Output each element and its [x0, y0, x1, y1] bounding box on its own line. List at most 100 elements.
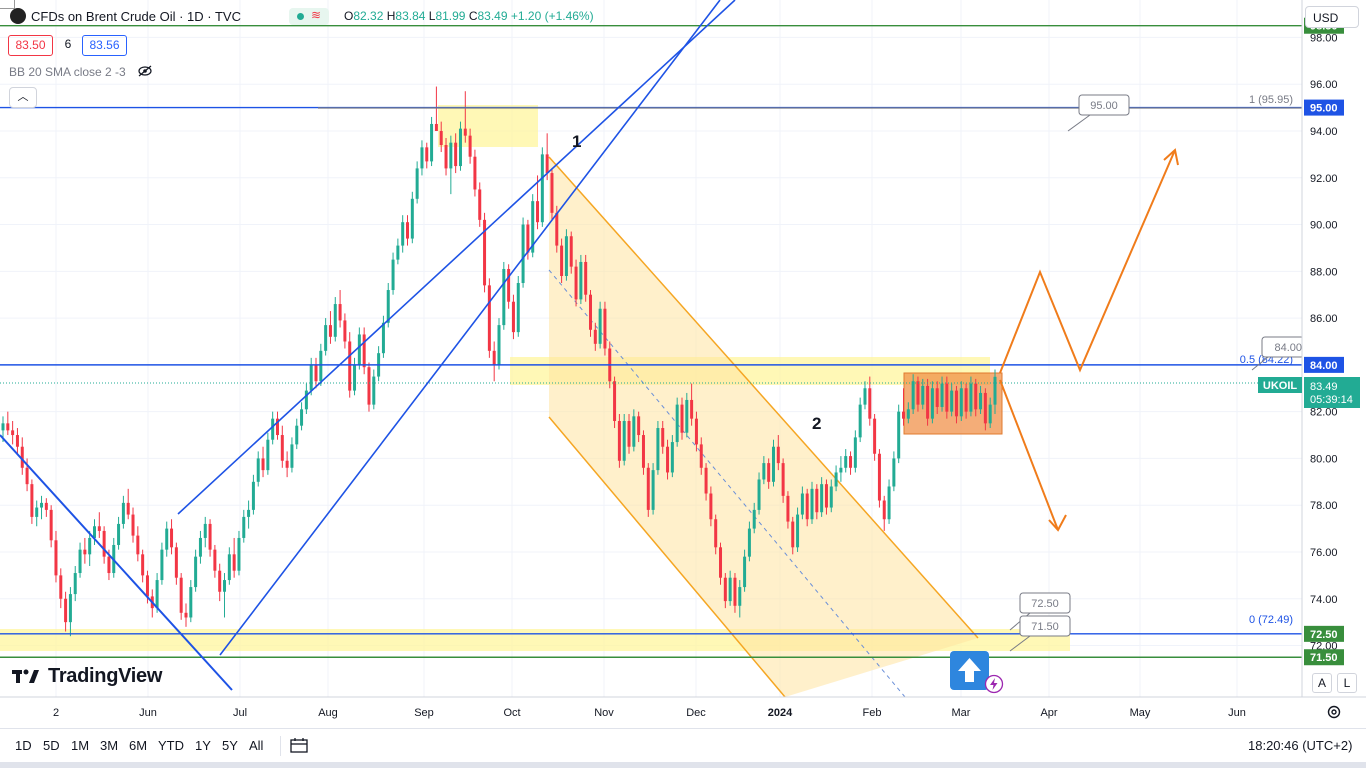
fib-label-1: 1 (95.95) [1249, 94, 1293, 106]
timeframe-5d[interactable]: 5D [43, 738, 60, 753]
candle-body [131, 514, 135, 536]
candle-body [574, 266, 578, 300]
candle-body [680, 404, 684, 433]
y-tick-label: 92.00 [1310, 173, 1338, 185]
candle-body [232, 554, 236, 571]
log-scale-button[interactable]: L [1337, 673, 1357, 693]
symbol-logo-icon[interactable] [10, 8, 26, 24]
candle-body [815, 488, 819, 513]
candle-body [796, 514, 800, 548]
x-tick-label: Apr [1040, 707, 1057, 719]
candle-body [261, 458, 265, 471]
candle-body [410, 198, 414, 239]
y-tick-label: 76.00 [1310, 547, 1338, 559]
bearish-projection [999, 379, 1059, 531]
timeframe-ytd[interactable]: YTD [158, 738, 184, 753]
candle-body [521, 224, 525, 284]
candle-body [993, 376, 997, 405]
candle-body [882, 500, 886, 520]
low-value: 81.99 [435, 9, 466, 23]
x-tick-label: Nov [594, 707, 614, 719]
candle-body [208, 523, 212, 550]
candle-body [603, 308, 607, 349]
candle-body [285, 460, 289, 468]
open-label: O [344, 9, 354, 23]
eye-hidden-icon[interactable] [138, 65, 152, 77]
buy-button[interactable]: 83.56 [82, 35, 127, 56]
candle-body [906, 409, 910, 419]
timeframe-5y[interactable]: 5Y [222, 738, 238, 753]
candle-body [295, 425, 299, 445]
candle-body [858, 404, 862, 438]
currency-selector[interactable]: USD [1305, 6, 1359, 28]
candle-body [454, 142, 458, 167]
callout-715-text: 71.50 [1031, 621, 1059, 633]
timeframe-3m[interactable]: 3M [100, 738, 119, 753]
timeframe-1d[interactable]: 1D [15, 738, 32, 753]
price-label-bg [1304, 649, 1344, 666]
calendar-icon[interactable] [290, 737, 308, 753]
candle-body [227, 554, 231, 581]
timeframe-1m[interactable]: 1M [71, 738, 90, 753]
candle-body [983, 392, 987, 424]
candle-body [223, 580, 227, 592]
spread-value: 6 [64, 37, 72, 51]
auto-scale-button[interactable]: A [1312, 673, 1332, 693]
candle-body [911, 381, 915, 410]
candle-body [396, 245, 400, 260]
candle-body [979, 392, 983, 410]
candle-body [97, 526, 101, 531]
candle-body [449, 142, 453, 169]
symbol-badge-text: UKOIL [1263, 380, 1298, 392]
chart-header: CFDs on Brent Crude Oil · 1D · TVC ≋ O82… [0, 0, 1300, 30]
timeframe-all[interactable]: All [249, 738, 264, 753]
candle-body [588, 294, 592, 330]
candle-body [319, 350, 323, 382]
candle-body [256, 458, 260, 482]
price-label: 71.50 [1310, 652, 1338, 664]
scroll-up-button[interactable] [950, 651, 989, 690]
clock-display[interactable]: 18:20:46 (UTC+2) [1248, 738, 1353, 753]
indicator-legend[interactable]: BB 20 SMA close 2 -3 [9, 65, 126, 79]
candle-body [877, 453, 881, 501]
candle-body [560, 245, 564, 276]
candle-body [969, 383, 973, 412]
fib-label-0: 0 (72.49) [1249, 614, 1293, 626]
bottom-strip [0, 762, 1366, 768]
collapse-legend-button[interactable]: ︿ [9, 87, 37, 108]
candle-body [666, 446, 670, 473]
x-tick-label: Jul [233, 707, 247, 719]
low-label: L [428, 9, 436, 23]
candle-body [959, 388, 963, 417]
candle-body [945, 383, 949, 412]
candle-body [309, 364, 313, 391]
candle-body [651, 470, 655, 510]
candle-body [685, 399, 689, 433]
candle-body [810, 488, 814, 520]
candle-body [791, 521, 795, 548]
sell-button[interactable]: 83.50 [8, 35, 53, 56]
candle-body [314, 364, 318, 382]
candle-body [6, 423, 10, 431]
timeframe-1y[interactable]: 1Y [195, 738, 211, 753]
toolbar-divider [280, 736, 281, 756]
symbol-title[interactable]: CFDs on Brent Crude Oil · 1D · TVC [31, 9, 241, 24]
candle-body [545, 154, 549, 174]
candle-body [68, 594, 72, 623]
candle-body [155, 580, 159, 609]
candle-body [540, 154, 544, 223]
x-tick-label: 2 [53, 707, 59, 719]
gear-icon[interactable] [1326, 704, 1342, 720]
candle-body [950, 390, 954, 412]
candle-body [401, 222, 405, 246]
market-status-badge[interactable]: ≋ [289, 8, 329, 25]
timeframe-6m[interactable]: 6M [129, 738, 148, 753]
candle-body [473, 156, 477, 190]
lightning-icon[interactable] [984, 674, 1004, 694]
candle-body [743, 556, 747, 588]
candle-body [468, 135, 472, 157]
candle-body [406, 222, 410, 239]
candle-body [242, 516, 246, 538]
